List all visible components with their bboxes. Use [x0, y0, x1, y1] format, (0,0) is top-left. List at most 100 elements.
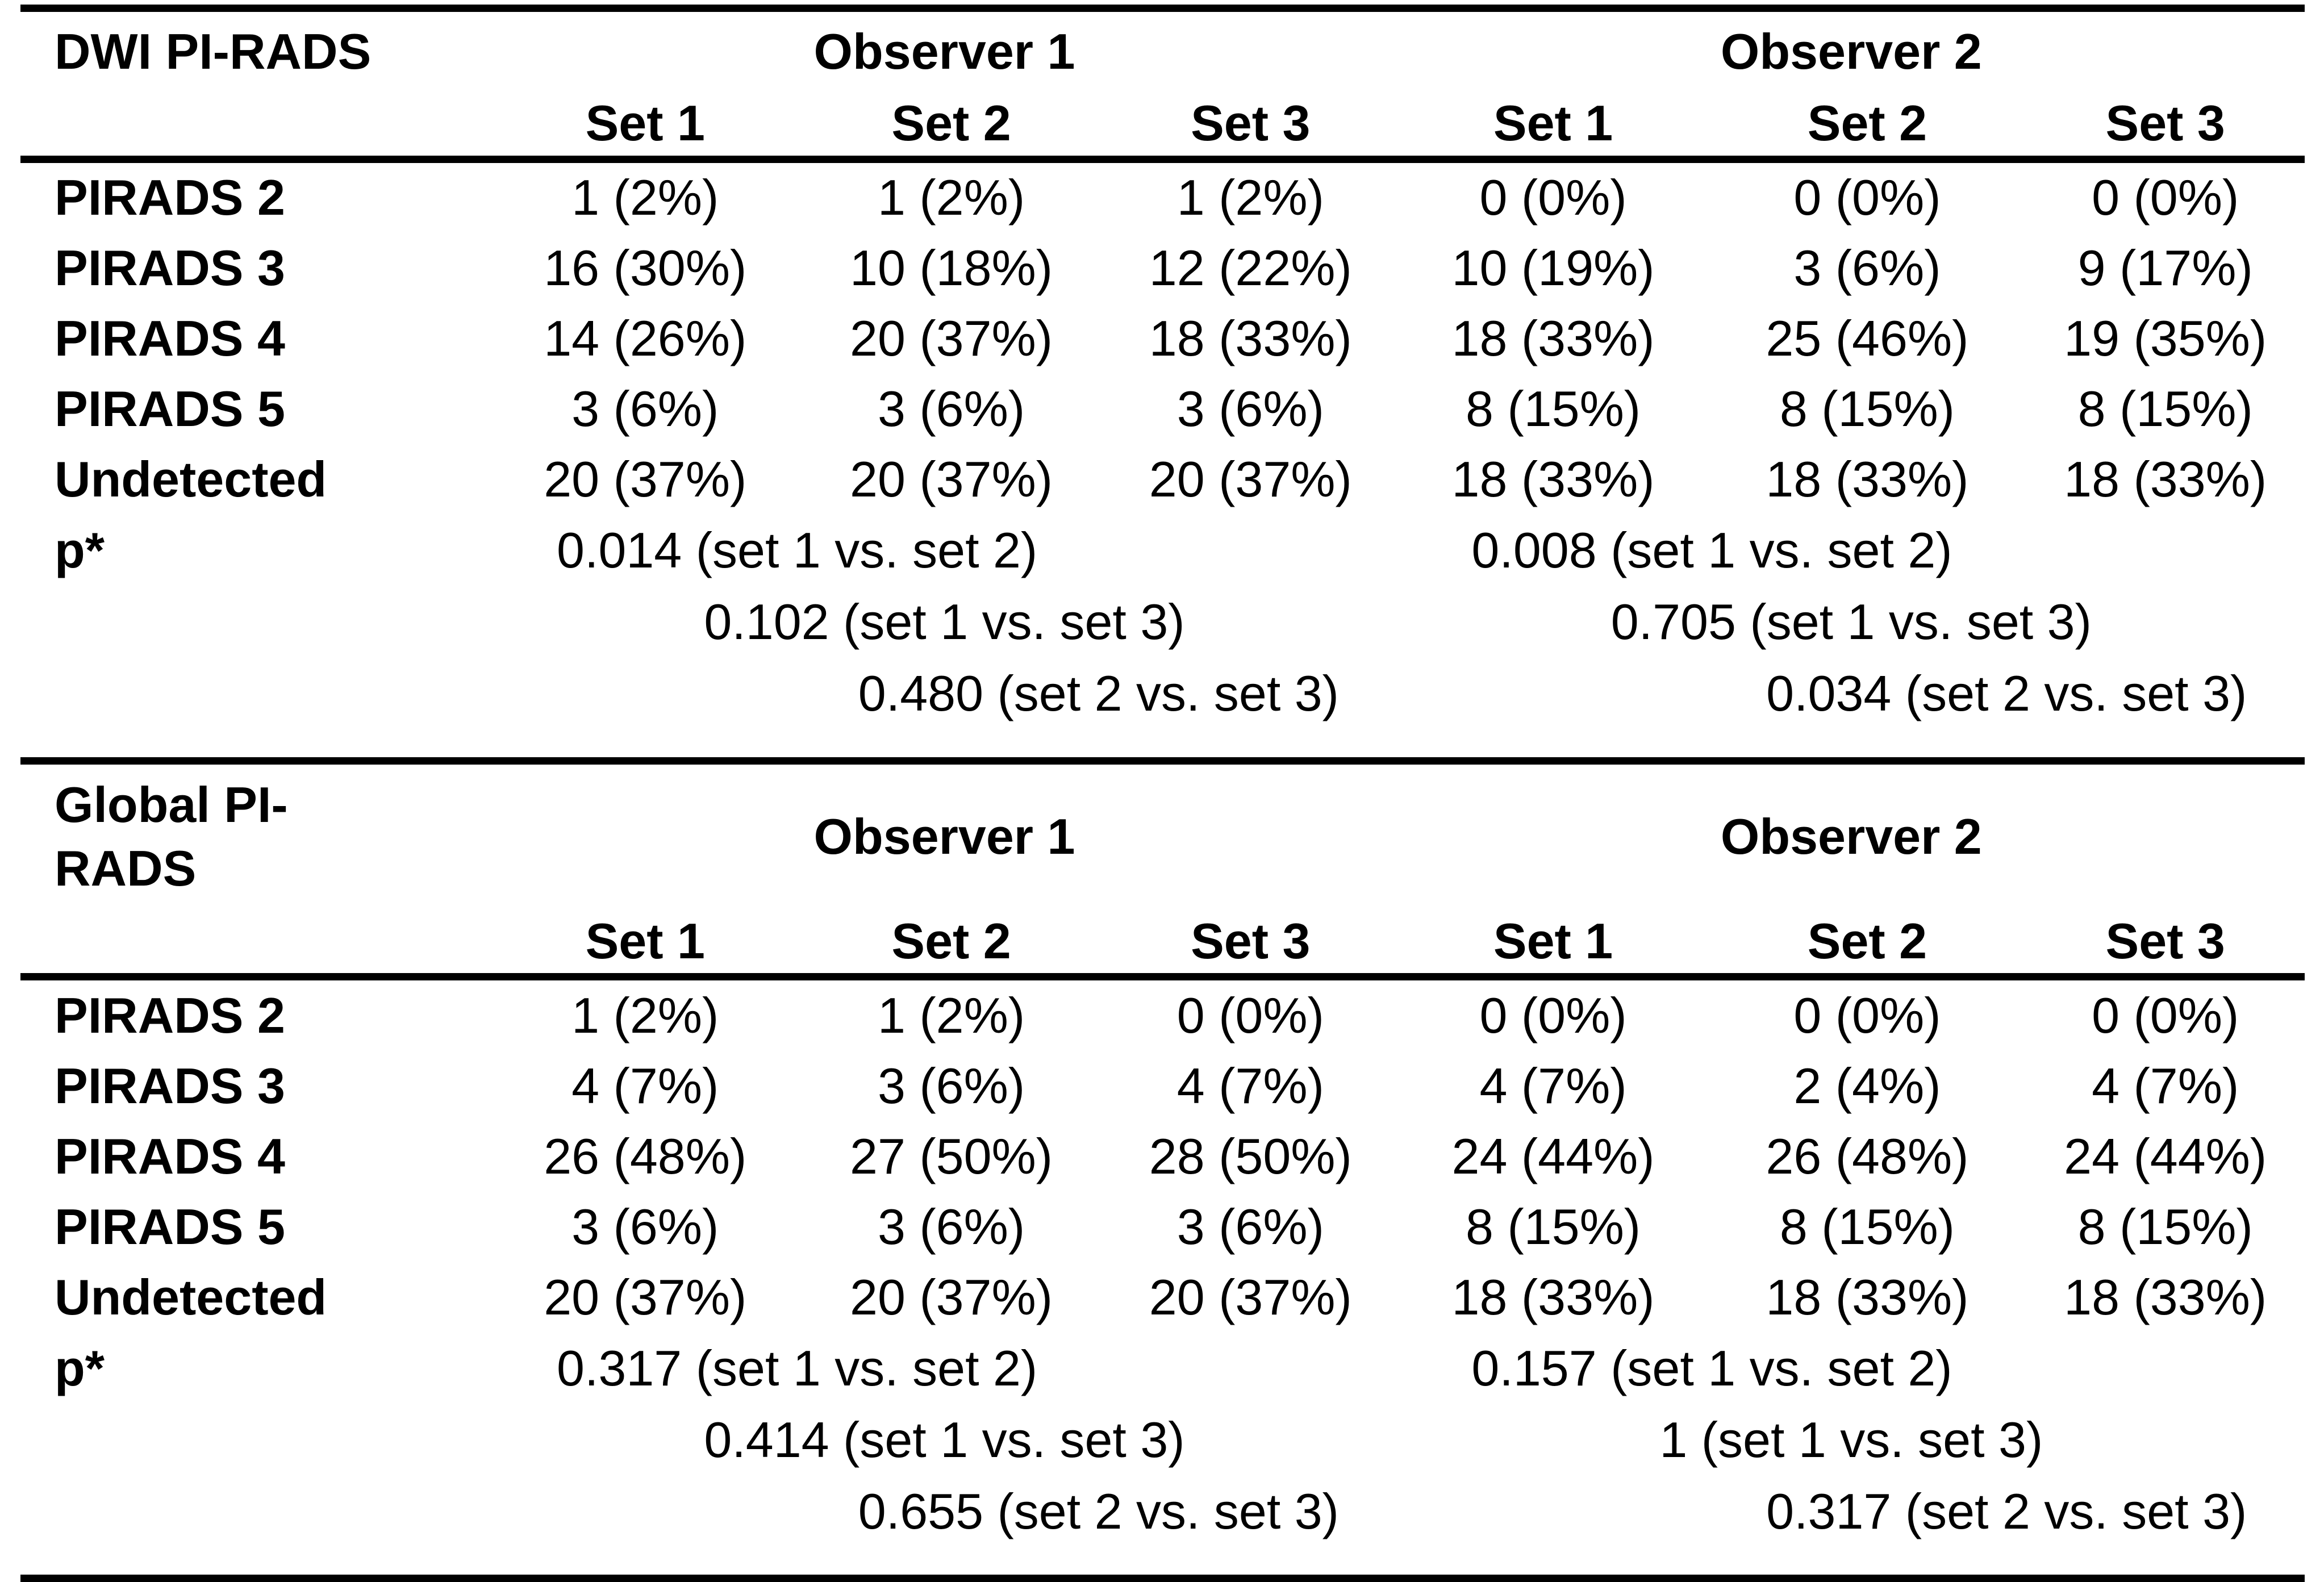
- set-header: Set 1: [1397, 909, 1709, 981]
- observer1-header: Observer 1: [813, 23, 1075, 80]
- cell-value: 18 (33%): [1451, 1268, 1655, 1325]
- observer2-header: Observer 2: [1720, 23, 1982, 80]
- cell-value: 18 (33%): [1149, 310, 1352, 367]
- cell-value: 8 (15%): [1465, 381, 1641, 437]
- cell-value: 8 (15%): [1465, 1198, 1641, 1255]
- row-label: Undetected: [55, 1268, 327, 1325]
- cell-value: 20 (37%): [850, 1268, 1053, 1325]
- p-value: 0.655 (set 2 vs. set 3): [799, 1476, 1398, 1582]
- set-header: Set 2: [1708, 91, 2026, 163]
- table-row: PIRADS 2 1 (2%) 1 (2%) 0 (0%) 0 (0%) 0 (…: [20, 977, 2305, 1051]
- cell-value: 18 (33%): [1766, 1268, 1969, 1325]
- table-row: PIRADS 3 16 (30%) 10 (18%) 12 (22%) 10 (…: [20, 233, 2305, 304]
- spacer-cell: [491, 658, 800, 765]
- table-row: PIRADS 2 1 (2%) 1 (2%) 1 (2%) 0 (0%) 0 (…: [20, 159, 2305, 233]
- cell-value: 20 (37%): [1149, 1268, 1352, 1325]
- p-label: p*: [55, 1339, 105, 1396]
- p-value: 0.157 (set 1 vs. set 2): [1471, 1339, 1952, 1396]
- row-label: Undetected: [55, 451, 327, 508]
- p-value-row: p* 0.014 (set 1 vs. set 2) 0.008 (set 1 …: [20, 515, 2305, 587]
- row-label: PIRADS 5: [55, 381, 285, 437]
- cell-value: 18 (33%): [1451, 310, 1655, 367]
- cell-value: 25 (46%): [1766, 310, 1969, 367]
- cell-value: 28 (50%): [1149, 1128, 1352, 1184]
- cell-value: 10 (19%): [1451, 240, 1655, 297]
- cell-value: 16 (30%): [544, 240, 747, 297]
- row-label: PIRADS 2: [55, 169, 285, 226]
- cell-value: 19 (35%): [2064, 310, 2267, 367]
- cell-value: 0 (0%): [1176, 987, 1324, 1043]
- p-value: 0.102 (set 1 vs. set 3): [704, 594, 1185, 650]
- set-header: Set 3: [1103, 91, 1398, 163]
- p-value: 0.414 (set 1 vs. set 3): [704, 1411, 1185, 1468]
- cell-value: 20 (37%): [850, 451, 1053, 508]
- cell-value: 18 (33%): [1451, 451, 1655, 508]
- set-header: Set 3: [2026, 91, 2305, 163]
- p-value-row: 0.102 (set 1 vs. set 3) 0.705 (set 1 vs.…: [20, 587, 2305, 658]
- p-label: p*: [55, 522, 105, 579]
- row-label: PIRADS 2: [55, 987, 285, 1043]
- spacer-cell: [20, 91, 491, 163]
- observer1-header: Observer 1: [813, 808, 1075, 865]
- cell-value: 0 (0%): [2092, 169, 2239, 226]
- cell-value: 8 (15%): [2077, 1198, 2253, 1255]
- row-label: PIRADS 5: [55, 1198, 285, 1255]
- set-header: Set 2: [799, 91, 1103, 163]
- cell-value: 20 (37%): [544, 1268, 747, 1325]
- p-value-row: 0.480 (set 2 vs. set 3) 0.034 (set 2 vs.…: [20, 658, 2305, 765]
- set-header: Set 1: [491, 91, 800, 163]
- p-value: 0.705 (set 1 vs. set 3): [1610, 594, 2092, 650]
- spacer-cell: [20, 587, 491, 658]
- spacer-cell: [20, 1404, 491, 1476]
- p-value: 1 (set 1 vs. set 3): [1659, 1411, 2043, 1468]
- cell-value: 26 (48%): [544, 1128, 747, 1184]
- set-header: Set 3: [2026, 909, 2305, 981]
- spacer-cell: [20, 909, 491, 981]
- row-label: PIRADS 4: [55, 310, 285, 367]
- cell-value: 20 (37%): [544, 451, 747, 508]
- p-value-row: 0.414 (set 1 vs. set 3) 1 (set 1 vs. set…: [20, 1404, 2305, 1476]
- p-value: 0.480 (set 2 vs. set 3): [799, 658, 1398, 765]
- table-row: Undetected 20 (37%) 20 (37%) 20 (37%) 18…: [20, 1262, 2305, 1333]
- set-header: Set 1: [491, 909, 800, 981]
- spacer-cell: [1397, 1476, 1709, 1582]
- row-label: PIRADS 3: [55, 1057, 285, 1114]
- cell-value: 8 (15%): [2077, 381, 2253, 437]
- table-title: Global PI- RADS: [55, 776, 288, 897]
- cell-value: 18 (33%): [2064, 451, 2267, 508]
- cell-value: 10 (18%): [850, 240, 1053, 297]
- table-title: DWI PI-RADS: [55, 23, 372, 80]
- p-value: 0.014 (set 1 vs. set 2): [557, 522, 1038, 579]
- cell-value: 0 (0%): [1479, 169, 1627, 226]
- cell-value: 3 (6%): [571, 381, 719, 437]
- cell-value: 1 (2%): [1176, 169, 1324, 226]
- table-header-row: Global PI- RADS Observer 1 Observer 2: [20, 765, 2305, 909]
- set-header: Set 1: [1397, 91, 1709, 163]
- cell-value: 27 (50%): [850, 1128, 1053, 1184]
- p-value-row: 0.655 (set 2 vs. set 3) 0.317 (set 2 vs.…: [20, 1476, 2305, 1582]
- set-header: Set 3: [1103, 909, 1398, 981]
- cell-value: 3 (6%): [1176, 1198, 1324, 1255]
- set-header-row: Set 1 Set 2 Set 3 Set 1 Set 2 Set 3: [20, 909, 2305, 981]
- cell-value: 24 (44%): [2064, 1128, 2267, 1184]
- cell-value: 3 (6%): [877, 1057, 1025, 1114]
- row-label: PIRADS 4: [55, 1128, 285, 1184]
- set-header: Set 2: [1708, 909, 2026, 981]
- p-value: 0.008 (set 1 vs. set 2): [1471, 522, 1952, 579]
- cell-value: 18 (33%): [2064, 1268, 2267, 1325]
- spacer-cell: [2026, 1333, 2305, 1404]
- cell-value: 12 (22%): [1149, 240, 1352, 297]
- table-row: PIRADS 4 26 (48%) 27 (50%) 28 (50%) 24 (…: [20, 1121, 2305, 1192]
- p-value: 0.317 (set 2 vs. set 3): [1708, 1476, 2305, 1582]
- p-value: 0.317 (set 1 vs. set 2): [557, 1339, 1038, 1396]
- cell-value: 1 (2%): [571, 169, 719, 226]
- spacer-cell: [20, 1476, 491, 1582]
- cell-value: 4 (7%): [1479, 1057, 1627, 1114]
- cell-value: 3 (6%): [877, 381, 1025, 437]
- cell-value: 0 (0%): [1793, 169, 1941, 226]
- set-header-row: Set 1 Set 2 Set 3 Set 1 Set 2 Set 3: [20, 91, 2305, 163]
- cell-value: 8 (15%): [1779, 381, 1955, 437]
- cell-value: 1 (2%): [877, 169, 1025, 226]
- cell-value: 4 (7%): [1176, 1057, 1324, 1114]
- cell-value: 1 (2%): [571, 987, 719, 1043]
